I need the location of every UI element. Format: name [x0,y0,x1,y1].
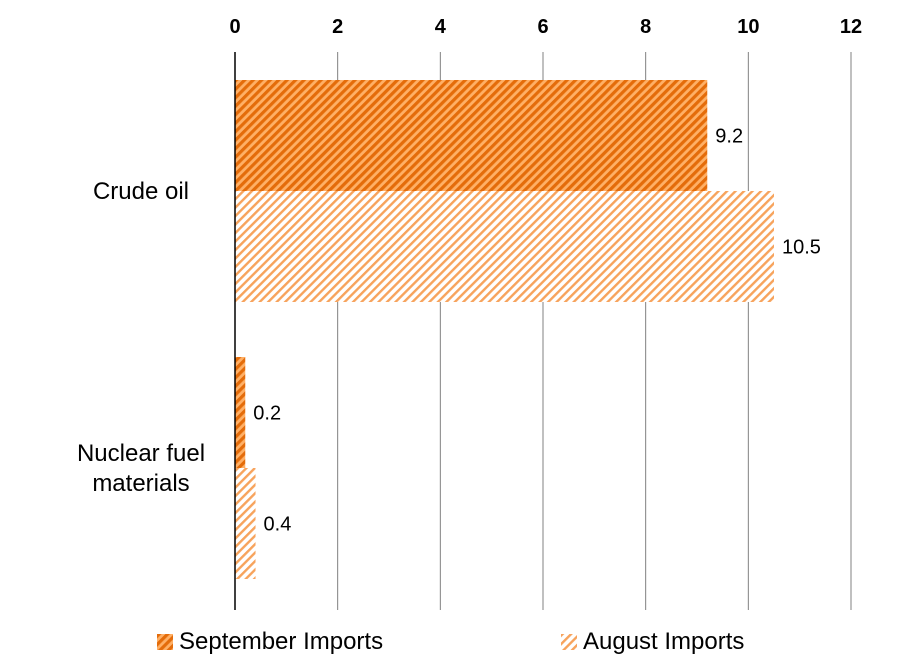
legend: September Imports August Imports [0,628,911,661]
x-tick-label: 0 [229,16,240,38]
category-label: Nuclear fuel materials [77,440,205,497]
bar-august-0 [235,191,774,302]
data-label: 0.2 [253,403,281,425]
bar-chart: 0 2 4 6 8 10 12 Crude oil Nuclear fuel materials… [77,16,862,610]
bars [235,80,774,579]
x-tick-label: 10 [737,16,759,38]
bar-september-0 [235,80,708,191]
bar-august-1 [235,468,256,579]
legend-label-september: September Imports [179,628,384,655]
legend-swatch-september [157,634,173,650]
x-tick-label: 8 [640,16,651,38]
x-tick-label: 12 [840,16,862,38]
category-labels: Crude oil Nuclear fuel materials [77,178,205,497]
x-axis-ticks: 0 2 4 6 8 10 12 [229,16,862,38]
legend-item-september: September Imports [157,628,383,656]
x-tick-label: 2 [332,16,343,38]
legend-item-august: August Imports [561,628,744,656]
category-label: Crude oil [93,178,189,205]
x-tick-label: 4 [435,16,447,38]
x-tick-label: 6 [537,16,548,38]
bar-september-1 [235,357,246,468]
legend-label-august: August Imports [583,628,745,655]
data-label: 0.4 [264,514,292,536]
data-label: 9.2 [715,126,743,148]
data-labels: 9.2 10.5 0.2 0.4 [253,126,821,536]
data-label: 10.5 [782,237,821,259]
legend-swatch-august [561,634,577,650]
